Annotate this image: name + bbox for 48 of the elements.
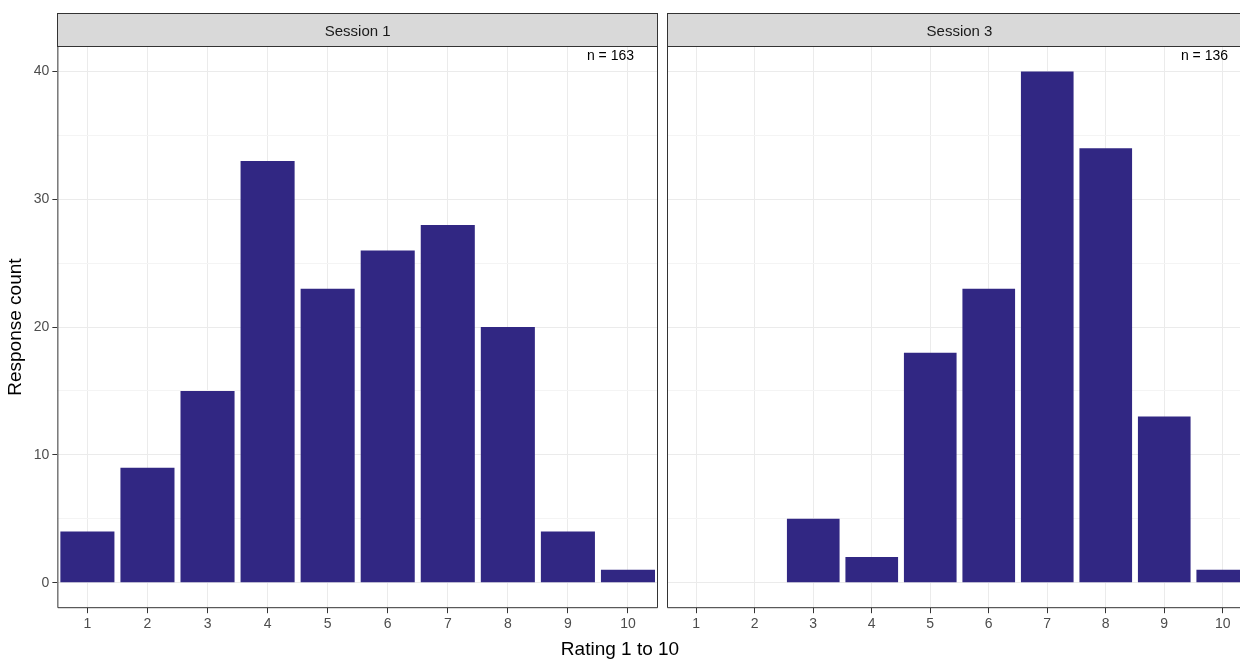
bar xyxy=(300,288,355,583)
bar xyxy=(786,518,840,583)
annotation: n = 163 xyxy=(586,46,635,63)
bar xyxy=(120,467,175,583)
bar xyxy=(1137,416,1191,583)
chart-title: Session 3 xyxy=(667,13,1240,47)
bar xyxy=(903,352,957,583)
bar xyxy=(480,327,535,583)
x-tick-label: 3 xyxy=(203,615,212,632)
bar xyxy=(845,557,899,583)
y-tick-label: 20 xyxy=(33,317,50,334)
bar xyxy=(962,288,1016,583)
x-tick-label: 8 xyxy=(503,615,512,632)
bar xyxy=(1079,148,1133,583)
x-tick-label: 1 xyxy=(83,615,92,632)
x-tick-label: 7 xyxy=(1043,615,1052,632)
y-tick-label: 10 xyxy=(33,445,50,462)
x-tick-label: 5 xyxy=(323,615,332,632)
y-tick-label: 40 xyxy=(33,62,50,79)
bar xyxy=(60,531,115,583)
x-tick-label: 1 xyxy=(692,615,701,632)
y-axis-title: Response count xyxy=(3,257,25,396)
bar xyxy=(240,161,295,583)
x-tick-label: 6 xyxy=(383,615,392,632)
bar xyxy=(1020,71,1074,583)
bar xyxy=(540,531,595,583)
x-tick-label: 6 xyxy=(984,615,993,632)
bar xyxy=(600,569,655,583)
x-tick-label: 7 xyxy=(443,615,452,632)
x-tick-label: 8 xyxy=(1101,615,1110,632)
x-axis-title: Rating 1 to 10 xyxy=(559,638,681,660)
x-tick-label: 4 xyxy=(263,615,272,632)
bar xyxy=(360,250,415,583)
y-tick-label: 0 xyxy=(41,573,50,590)
x-tick-label: 3 xyxy=(809,615,818,632)
annotation: n = 136 xyxy=(1180,46,1229,63)
y-tick-label: 30 xyxy=(33,190,50,207)
x-tick-label: 10 xyxy=(1214,615,1231,632)
x-tick-label: 9 xyxy=(564,615,573,632)
x-tick-label: 4 xyxy=(867,615,876,632)
bar xyxy=(180,390,235,583)
chart-title: Session 1 xyxy=(57,13,658,47)
bar xyxy=(420,224,475,583)
x-tick-label: 10 xyxy=(620,615,636,632)
x-tick-label: 9 xyxy=(1160,615,1169,632)
x-tick-label: 2 xyxy=(143,615,152,632)
x-tick-label: 5 xyxy=(926,615,935,632)
x-tick-label: 2 xyxy=(750,615,759,632)
